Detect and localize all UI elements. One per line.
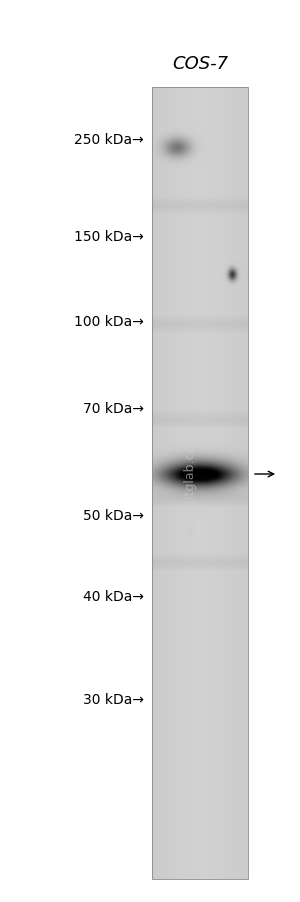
Text: 40 kDa→: 40 kDa→ — [83, 589, 144, 603]
Text: 30 kDa→: 30 kDa→ — [83, 692, 144, 706]
Text: 250 kDa→: 250 kDa→ — [74, 133, 144, 147]
Text: www.ptglab.com: www.ptglab.com — [184, 431, 196, 536]
Text: COS-7: COS-7 — [172, 55, 228, 73]
Text: 50 kDa→: 50 kDa→ — [83, 509, 144, 522]
Text: 150 kDa→: 150 kDa→ — [74, 230, 144, 244]
Text: 70 kDa→: 70 kDa→ — [83, 401, 144, 416]
Text: 100 kDa→: 100 kDa→ — [74, 315, 144, 328]
Bar — [152, 87, 248, 879]
